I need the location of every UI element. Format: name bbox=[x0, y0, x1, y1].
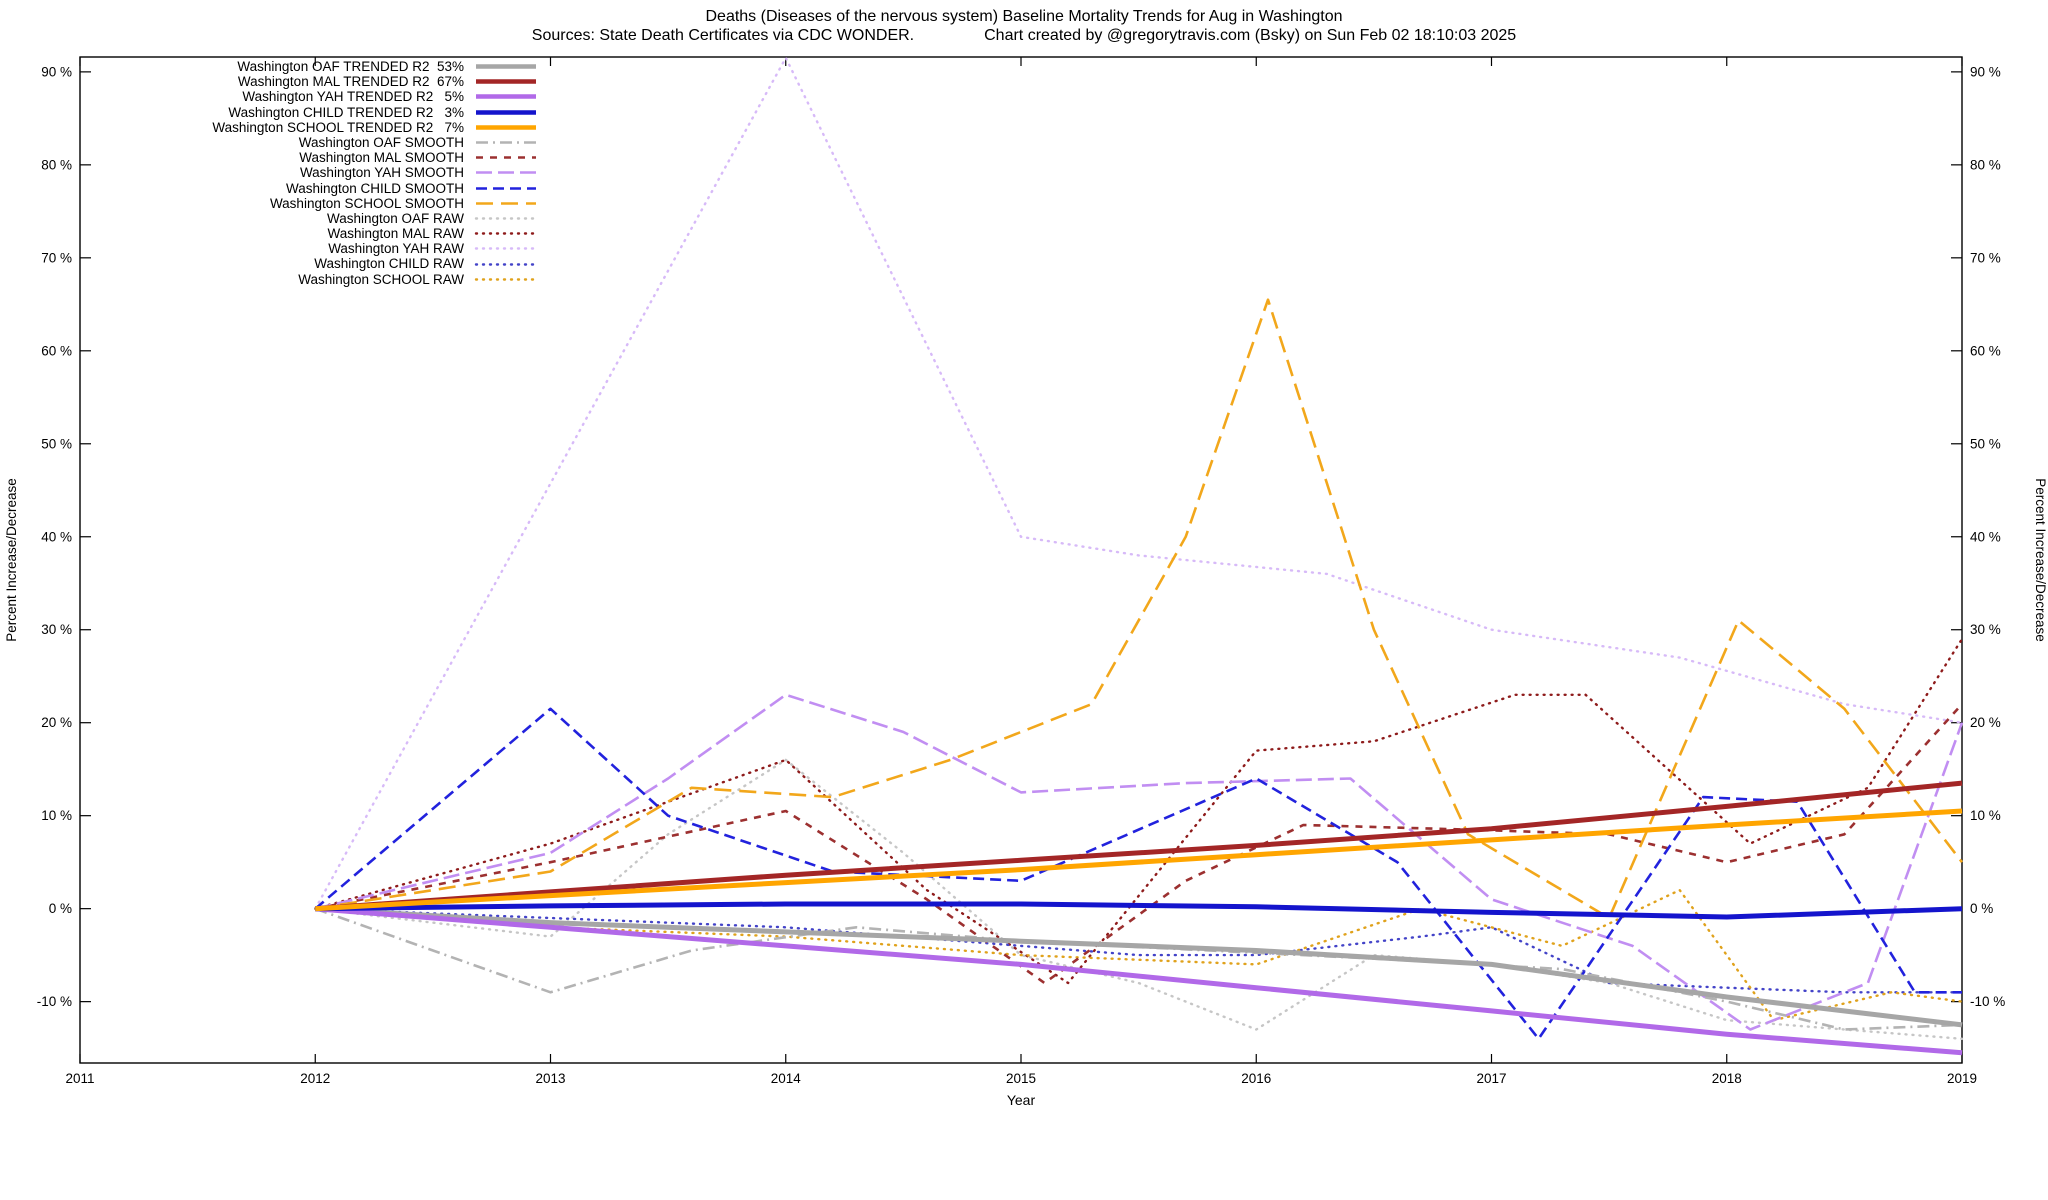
series-washington-child-smooth bbox=[314, 707, 1962, 1041]
y-tick-label-left: 0 % bbox=[49, 901, 72, 916]
chart-credit-note: Chart created by @gregorytravis.com (Bsk… bbox=[984, 27, 1517, 44]
x-tick-label: 2016 bbox=[1241, 1071, 1271, 1086]
legend-entry: Washington SCHOOL RAW bbox=[0, 272, 538, 287]
legend-line-sample bbox=[474, 226, 538, 241]
y-tick-label-left: 70 % bbox=[41, 250, 72, 265]
legend-line-sample bbox=[474, 272, 538, 287]
x-tick-label: 2013 bbox=[535, 1071, 565, 1086]
y-tick-label-left: -10 % bbox=[37, 994, 72, 1009]
x-tick-label: 2012 bbox=[300, 1071, 330, 1086]
legend-entry: Washington CHILD RAW bbox=[0, 256, 538, 271]
y-tick-label-right: -10 % bbox=[1970, 994, 2005, 1009]
y-tick-label-right: 30 % bbox=[1970, 622, 2001, 637]
y-axis-label-right: Percent Increase/Decrease bbox=[2033, 478, 2048, 642]
series-washington-yah-trended bbox=[315, 906, 1963, 1056]
legend-entry: Washington YAH TRENDED R2 5% bbox=[0, 89, 538, 104]
y-tick-label-right: 40 % bbox=[1970, 529, 2001, 544]
series-washington-oaf-raw bbox=[314, 758, 1964, 1041]
legend-line-sample bbox=[474, 150, 538, 165]
legend-line-sample bbox=[474, 105, 538, 120]
legend-line-sample bbox=[474, 196, 538, 211]
x-tick-label: 2014 bbox=[771, 1071, 802, 1086]
legend-entry: Washington OAF TRENDED R2 53% bbox=[0, 59, 538, 74]
y-tick-label-right: 60 % bbox=[1970, 343, 2001, 358]
series-washington-yah-raw bbox=[314, 56, 1964, 910]
y-tick-label-right: 10 % bbox=[1970, 808, 2001, 823]
legend-label: Washington MAL RAW bbox=[327, 226, 464, 242]
legend-label: Washington OAF RAW bbox=[326, 210, 464, 226]
legend-label: Washington CHILD TRENDED R2 3% bbox=[228, 104, 464, 120]
y-tick-label-right: 80 % bbox=[1970, 157, 2001, 172]
legend-label: Washington SCHOOL SMOOTH bbox=[269, 195, 464, 211]
series-washington-mal-smooth bbox=[315, 703, 1963, 985]
legend-entry: Washington CHILD TRENDED R2 3% bbox=[0, 105, 538, 120]
series-washington-school-trended bbox=[315, 808, 1963, 912]
y-tick-label-left: 20 % bbox=[41, 715, 72, 730]
legend-label: Washington SCHOOL RAW bbox=[298, 271, 464, 287]
y-tick-label-right: 50 % bbox=[1970, 436, 2001, 451]
y-tick-label-left: 60 % bbox=[41, 343, 72, 358]
x-tick-label: 2019 bbox=[1947, 1071, 1977, 1086]
series-washington-child-trended bbox=[315, 901, 1963, 920]
series-washington-oaf-trended bbox=[315, 906, 1963, 1028]
series-washington-mal-raw bbox=[314, 637, 1964, 985]
chart-title: Deaths (Diseases of the nervous system) … bbox=[705, 8, 1343, 25]
legend-entry: Washington OAF RAW bbox=[0, 211, 538, 226]
y-tick-label-left: 80 % bbox=[41, 157, 72, 172]
legend-label: Washington OAF TRENDED R2 53% bbox=[237, 59, 464, 74]
legend-line-sample bbox=[474, 59, 538, 74]
y-tick-label-left: 50 % bbox=[41, 436, 72, 451]
legend-label: Washington CHILD RAW bbox=[314, 256, 464, 272]
y-tick-label-right: 70 % bbox=[1970, 250, 2001, 265]
y-tick-label-left: 10 % bbox=[41, 808, 72, 823]
legend-line-sample bbox=[474, 211, 538, 226]
legend-label: Washington CHILD SMOOTH bbox=[285, 180, 464, 196]
legend-label: Washington YAH TRENDED R2 5% bbox=[242, 89, 464, 105]
x-tick-label: 2017 bbox=[1476, 1071, 1506, 1086]
chart-source-note: Sources: State Death Certificates via CD… bbox=[531, 27, 915, 44]
legend-entry: Washington MAL RAW bbox=[0, 226, 538, 241]
legend-entry: Washington OAF SMOOTH bbox=[0, 135, 538, 150]
legend-entry: Washington SCHOOL TRENDED R2 7% bbox=[0, 120, 538, 135]
legend-label: Washington YAH RAW bbox=[328, 241, 464, 257]
series-washington-yah-smooth bbox=[314, 693, 1964, 1031]
legend-entry: Washington CHILD SMOOTH bbox=[0, 181, 538, 196]
legend-entry: Washington SCHOOL SMOOTH bbox=[0, 196, 538, 211]
legend-label: Washington OAF SMOOTH bbox=[298, 134, 464, 150]
legend-line-sample bbox=[474, 257, 538, 272]
series-washington-mal-trended bbox=[315, 780, 1963, 912]
legend-entry: Washington YAH RAW bbox=[0, 241, 538, 256]
y-tick-label-left: 40 % bbox=[41, 529, 72, 544]
chart-subtitle: Sources: State Death Certificates via CD… bbox=[0, 27, 2048, 45]
legend-line-sample bbox=[474, 120, 538, 135]
legend-label: Washington YAH SMOOTH bbox=[299, 165, 464, 181]
x-tick-label: 2015 bbox=[1006, 1071, 1036, 1086]
legend-entry: Washington MAL TRENDED R2 67% bbox=[0, 74, 538, 89]
legend-label: Washington MAL SMOOTH bbox=[299, 150, 464, 166]
legend-line-sample bbox=[474, 181, 538, 196]
series-washington-school-smooth bbox=[315, 298, 1964, 920]
legend-line-sample bbox=[474, 135, 538, 150]
legend-line-sample bbox=[474, 241, 538, 256]
y-tick-label-right: 20 % bbox=[1970, 715, 2001, 730]
x-tick-label: 2011 bbox=[65, 1071, 94, 1086]
x-axis-label: Year bbox=[1007, 1092, 1036, 1108]
y-tick-label-right: 90 % bbox=[1970, 64, 2001, 79]
y-tick-label-left: 90 % bbox=[41, 64, 72, 79]
y-tick-label-left: 30 % bbox=[41, 622, 72, 637]
legend-entry: Washington YAH SMOOTH bbox=[0, 165, 538, 180]
legend-line-sample bbox=[474, 74, 538, 89]
x-tick-label: 2018 bbox=[1712, 1071, 1742, 1086]
legend-entry: Washington MAL SMOOTH bbox=[0, 150, 538, 165]
legend-line-sample bbox=[474, 165, 538, 180]
legend-line-sample bbox=[474, 89, 538, 104]
legend: Washington OAF TRENDED R2 53% Washington … bbox=[0, 59, 538, 287]
y-tick-label-right: 0 % bbox=[1970, 901, 1993, 916]
legend-label: Washington MAL TRENDED R2 67% bbox=[237, 74, 464, 90]
legend-label: Washington SCHOOL TRENDED R2 7% bbox=[212, 119, 464, 135]
y-axis-label-left: Percent Increase/Decrease bbox=[4, 478, 19, 642]
